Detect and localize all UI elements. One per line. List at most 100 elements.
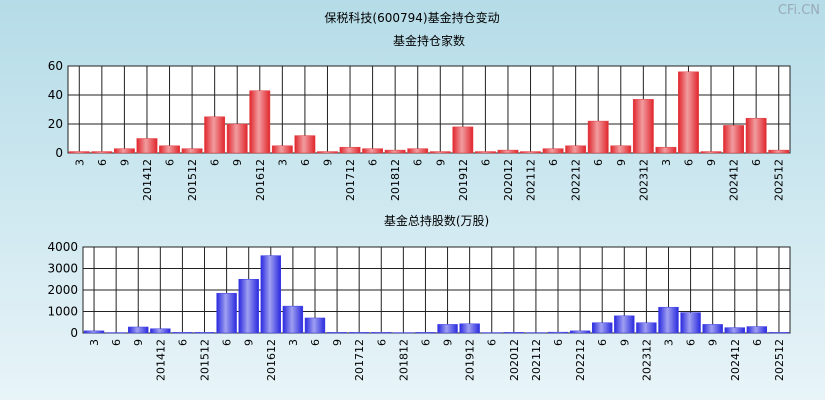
x-tick-label: 201612 <box>265 339 278 381</box>
x-tick-label: 202412 <box>728 159 741 201</box>
bar <box>569 330 591 334</box>
bar <box>610 145 632 154</box>
bar <box>83 330 105 334</box>
y-tick-label: 20 <box>48 117 63 131</box>
y-tick-label: 1000 <box>47 305 78 319</box>
bar <box>216 292 237 334</box>
bar <box>655 146 677 154</box>
x-tick-label: 6 <box>164 159 177 166</box>
bar <box>238 279 259 334</box>
y-tick-label: 4000 <box>47 240 78 254</box>
bar <box>503 332 525 334</box>
bar <box>204 116 226 154</box>
x-tick-label: 3 <box>287 339 300 346</box>
bar <box>282 305 304 334</box>
x-tick-label: 6 <box>685 339 698 346</box>
x-tick-label: 202412 <box>729 339 742 381</box>
bar <box>700 151 722 154</box>
y-tick-label: 60 <box>48 59 63 73</box>
x-tick-label: 9 <box>434 159 447 166</box>
bar <box>475 151 496 154</box>
x-tick-label: 6 <box>592 159 605 166</box>
bar <box>547 331 569 334</box>
bar <box>437 324 458 334</box>
bar <box>497 149 519 154</box>
bar <box>702 324 723 334</box>
bar <box>136 138 158 154</box>
chart-title: 基金持仓家数 <box>393 33 465 48</box>
x-tick-label: 201812 <box>389 159 402 201</box>
x-tick-label: 202012 <box>502 159 515 201</box>
bar <box>745 117 767 154</box>
watermark: CFi.CN <box>778 3 820 18</box>
bar <box>181 148 203 154</box>
x-tick-label: 6 <box>96 159 109 166</box>
x-tick-label: 9 <box>132 339 145 346</box>
x-tick-label: 201512 <box>186 159 199 201</box>
x-tick-label: 202512 <box>773 159 786 201</box>
y-tick-label: 0 <box>70 326 78 340</box>
bar <box>452 126 474 154</box>
x-tick-label: 9 <box>707 339 720 346</box>
x-tick-label: 202312 <box>640 339 653 381</box>
x-tick-label: 3 <box>73 159 86 166</box>
bar <box>768 149 790 154</box>
y-tick-label: 2000 <box>47 283 78 297</box>
bar <box>326 332 348 334</box>
plot-area <box>67 65 791 154</box>
x-tick-label: 6 <box>299 159 312 166</box>
x-tick-label: 6 <box>309 339 322 346</box>
x-tick-label: 9 <box>231 159 244 166</box>
bar <box>520 151 541 154</box>
x-tick-label: 3 <box>660 159 673 166</box>
bar <box>260 255 281 334</box>
x-tick-label: 202012 <box>508 339 521 381</box>
bar <box>249 90 271 154</box>
x-tick-label: 6 <box>375 339 388 346</box>
y-tick-label: 40 <box>48 88 63 102</box>
bar <box>114 148 135 154</box>
x-tick-label: 202512 <box>773 339 786 381</box>
bar <box>678 71 699 154</box>
bar <box>384 149 406 154</box>
x-tick-label: 202212 <box>574 339 587 381</box>
x-tick-label: 3 <box>88 339 101 346</box>
x-tick-label: 9 <box>618 339 631 346</box>
x-tick-label: 3 <box>276 159 289 166</box>
x-tick-label: 202112 <box>525 159 538 201</box>
page-title: 保税科技(600794)基金持仓变动 <box>324 10 499 25</box>
y-tick-label: 0 <box>55 146 63 160</box>
bar <box>159 145 180 154</box>
bar <box>128 326 149 334</box>
bar <box>723 125 744 154</box>
bar <box>407 148 429 154</box>
bar <box>194 332 215 334</box>
bar <box>371 332 392 334</box>
bar <box>768 332 790 334</box>
x-tick-label: 9 <box>705 159 718 166</box>
x-tick-label: 9 <box>243 339 256 346</box>
x-tick-label: 201412 <box>141 159 154 201</box>
x-tick-label: 201912 <box>457 159 470 201</box>
x-tick-label: 6 <box>682 159 695 166</box>
bar <box>614 315 635 334</box>
x-tick-label: 6 <box>367 159 380 166</box>
x-tick-label: 9 <box>615 159 628 166</box>
bar <box>68 151 90 154</box>
bar <box>150 328 171 334</box>
x-tick-label: 6 <box>412 159 425 166</box>
x-tick-label: 6 <box>419 339 432 346</box>
x-tick-label: 6 <box>547 159 560 166</box>
x-tick-label: 201412 <box>154 339 167 381</box>
bar <box>429 151 451 154</box>
bar <box>172 332 193 334</box>
bar <box>658 306 679 334</box>
bar <box>226 123 248 154</box>
x-tick-label: 201912 <box>464 339 477 381</box>
bar <box>362 148 383 154</box>
x-tick-label: 3 <box>662 339 675 346</box>
bar <box>294 135 316 154</box>
bar <box>632 99 654 154</box>
bar <box>339 146 361 154</box>
